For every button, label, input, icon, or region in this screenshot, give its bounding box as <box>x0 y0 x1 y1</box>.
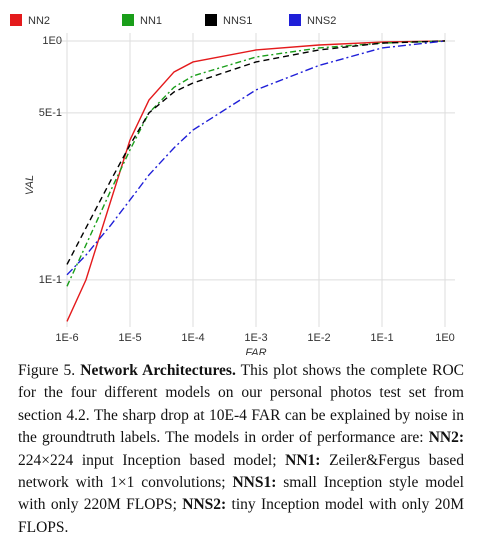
legend-swatch <box>10 14 22 26</box>
x-tick-label: 1E-6 <box>55 332 78 344</box>
legend-swatch <box>205 14 217 26</box>
legend-label: NNS1 <box>223 15 252 27</box>
caption-label: Figure 5. <box>18 362 76 379</box>
caption-text: NN2: <box>428 429 464 447</box>
caption-text: tiny Inception model with only 20M FLOPS… <box>18 496 464 536</box>
y-tick-label: 5E-1 <box>39 107 62 119</box>
caption-text: NNS2: <box>182 496 227 514</box>
x-tick-label: 1E-5 <box>118 332 141 344</box>
x-tick-label: 1E-1 <box>370 332 393 344</box>
x-axis-label: FAR <box>245 347 266 355</box>
caption-text: NNS1: <box>232 474 277 492</box>
legend-label: NNS2 <box>307 15 336 27</box>
y-axis-label: VAL <box>24 175 36 195</box>
caption-text: 224×224 input Inception based model; <box>18 451 286 469</box>
series-line <box>66 40 446 276</box>
legend-swatch <box>122 14 134 26</box>
caption-text: NN1: <box>285 451 321 469</box>
caption: Figure 5. Network Architectures. This pl… <box>18 360 464 539</box>
x-tick-label: 1E-4 <box>181 332 204 344</box>
series-line <box>66 40 446 265</box>
legend-label: NN1 <box>140 15 162 27</box>
x-tick-label: 1E-2 <box>307 332 330 344</box>
legend-label: NN2 <box>28 15 50 27</box>
caption-text: Zeiler&Fergus based network with 1×1 con… <box>18 451 464 492</box>
series-line <box>66 40 446 287</box>
caption-text: small Inception style model with only 22… <box>18 474 464 514</box>
y-tick-label: 1E-1 <box>39 274 62 286</box>
caption-text: This plot shows the complete ROC for the… <box>18 362 465 447</box>
x-tick-label: 1E-3 <box>244 332 267 344</box>
legend-swatch <box>289 14 301 26</box>
chart: VAL FAR 1E-6 1E-5 1E-4 1E-3 1E-2 1E-1 1E0 1E-1 5… <box>10 14 455 355</box>
x-tick-label: 1E0 <box>435 332 455 344</box>
y-tick-label: 1E0 <box>42 35 62 47</box>
caption-title: Network Architectures. <box>80 362 236 379</box>
series-line <box>66 40 446 322</box>
